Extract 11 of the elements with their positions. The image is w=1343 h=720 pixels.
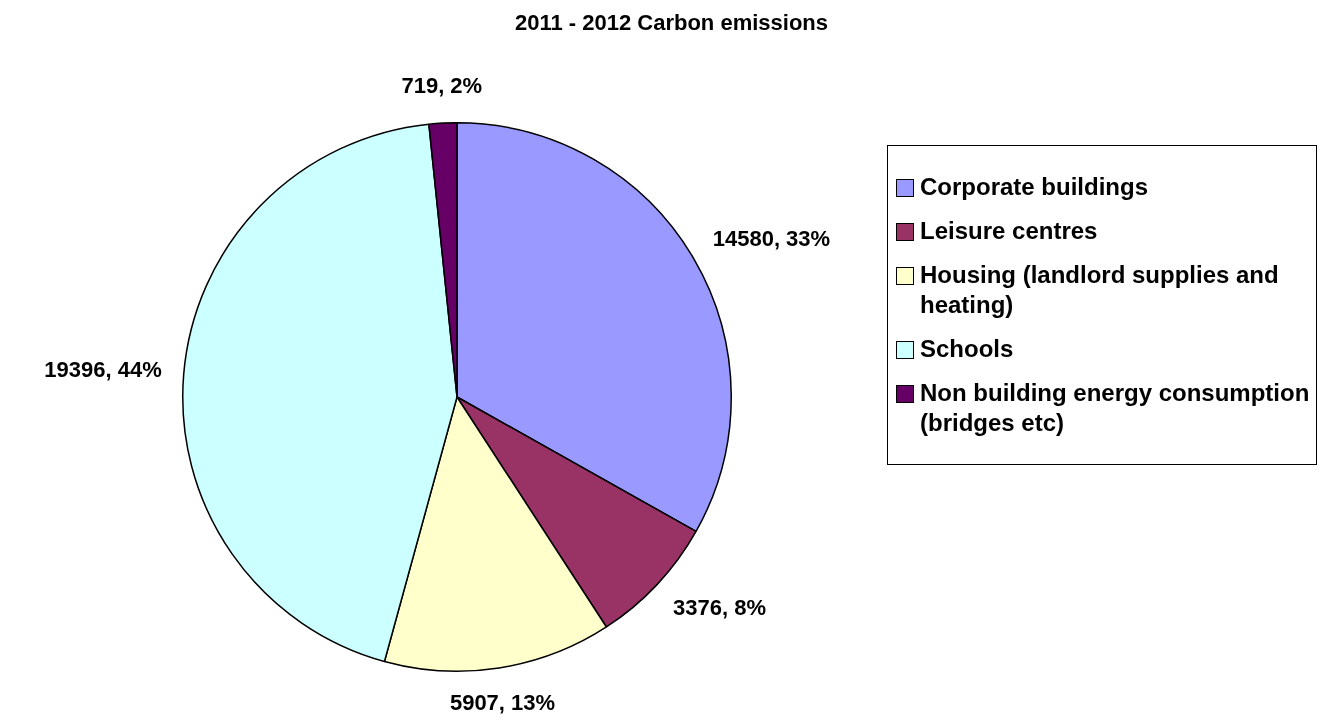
legend-label: Leisure centres [920,216,1098,246]
legend-label: Non building energy consumption (bridges etc) [920,378,1310,438]
legend-label: Corporate buildings [920,172,1148,202]
data-label: 14580, 33% [712,226,831,252]
data-label: 719, 2% [401,73,483,99]
chart-title: 2011 - 2012 Carbon emissions [513,10,830,36]
data-label: 5907, 13% [449,689,556,715]
legend-label: Housing (landlord supplies and heating) [920,260,1280,320]
data-label: 3376, 8% [673,595,767,621]
legend-label: Schools [920,334,1014,364]
data-label: 19396, 44% [44,357,162,383]
